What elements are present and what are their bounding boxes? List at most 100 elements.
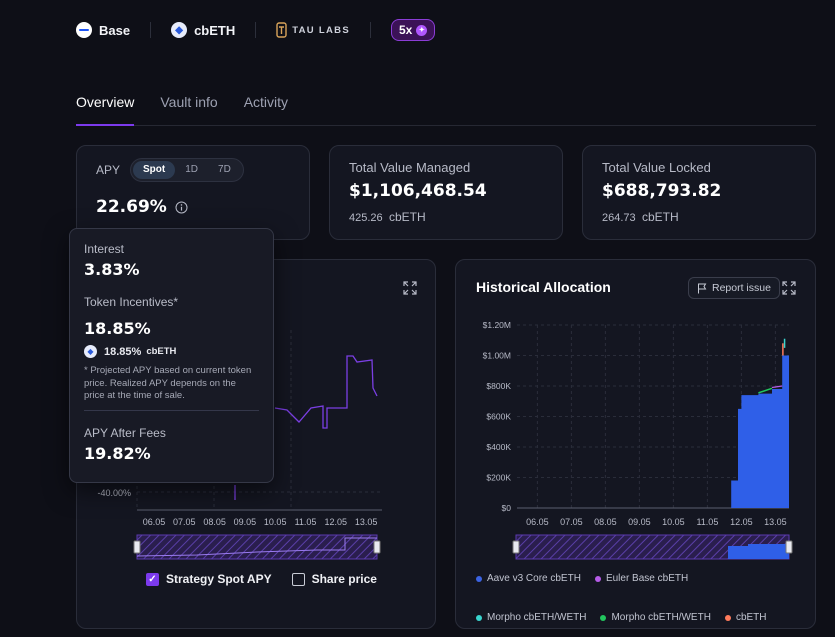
- report-issue-label: Report issue: [712, 282, 771, 294]
- tvl-unit: cbETH: [642, 210, 679, 224]
- tooltip-divider: [84, 409, 259, 411]
- incentives-value: 18.85%: [84, 319, 151, 338]
- range-handle-left[interactable]: [133, 540, 141, 554]
- x-tick-label: 13.05: [764, 517, 787, 527]
- x-tick-label: 06.05: [143, 517, 166, 527]
- series-toggles: ✓ Strategy Spot APY Share price: [146, 572, 377, 586]
- spot-apy-line: [274, 355, 378, 429]
- tvl-usd-value: $688,793.82: [602, 181, 722, 201]
- checkbox-empty-icon: [291, 572, 305, 586]
- leverage-badge[interactable]: 5x ✦: [390, 19, 436, 41]
- legend-item[interactable]: Euler Base cbETH: [594, 573, 689, 584]
- tvm-token-amount: 425.26 cbETH: [349, 210, 426, 224]
- header-divider: [255, 22, 257, 38]
- x-tick-label: 09.05: [234, 517, 257, 527]
- area-morpho-cbeth-weth: [758, 387, 773, 394]
- x-tick-label: 10.05: [662, 517, 685, 527]
- expand-icon[interactable]: [781, 280, 797, 296]
- tab-activity[interactable]: Activity: [243, 94, 289, 110]
- incentives-label: Token Incentives*: [84, 295, 179, 309]
- legend-dot: [600, 614, 607, 621]
- range-handle-right[interactable]: [785, 540, 793, 554]
- x-tick-label: 10.05: [264, 517, 287, 527]
- range-handle-right[interactable]: [373, 540, 381, 554]
- area-aave-v3-core-cbeth: [727, 355, 789, 508]
- y-tick-label: $1.00M: [483, 351, 511, 361]
- curator-logo[interactable]: TAU LABS: [276, 22, 350, 38]
- range-slider-preview: [728, 544, 789, 559]
- x-tick-label: 12.05: [325, 517, 348, 527]
- apy-after-fees-label: APY After Fees: [84, 425, 166, 440]
- network-label: Base: [99, 22, 131, 38]
- legend-item[interactable]: Aave v3 Core cbETH: [476, 573, 581, 584]
- total-value-managed-card: Total Value Managed $1,106,468.54 425.26…: [329, 145, 563, 240]
- report-issue-button[interactable]: Report issue: [688, 277, 780, 299]
- area-euler-base-cbeth: [771, 385, 783, 389]
- allocation-title: Historical Allocation: [476, 279, 611, 295]
- x-tick-label: 11.05: [295, 517, 317, 527]
- x-tick-label: 06.05: [526, 517, 549, 527]
- tau-labs-icon: [276, 22, 287, 38]
- legend-item[interactable]: cbETH: [724, 612, 767, 623]
- tvm-unit: cbETH: [389, 210, 426, 224]
- period-1d[interactable]: 1D: [185, 164, 199, 175]
- checkbox-checked-icon: ✓: [146, 572, 159, 586]
- apy-breakdown-tooltip: Interest 3.83% Token Incentives* 18.85% …: [69, 228, 274, 483]
- tab-overview[interactable]: Overview: [76, 93, 135, 126]
- header-divider: [150, 22, 152, 38]
- network-badge[interactable]: Base: [76, 22, 130, 38]
- legend-item[interactable]: Morpho cbETH/WETH: [600, 612, 711, 623]
- total-value-locked-card: Total Value Locked $688,793.82 264.73 cb…: [582, 145, 816, 240]
- expand-icon[interactable]: [402, 280, 418, 296]
- allocation-range-slider: [512, 534, 793, 560]
- x-tick-label: 07.05: [173, 517, 196, 527]
- interest-value: 3.83%: [84, 260, 140, 279]
- x-tick-label: 07.05: [560, 517, 583, 527]
- tvl-token-amount: 264.73 cbETH: [602, 210, 679, 224]
- legend-label: cbETH: [735, 612, 767, 623]
- info-icon[interactable]: [175, 201, 188, 214]
- x-tick-label: 08.05: [203, 517, 226, 527]
- allocation-legend: Aave v3 Core cbETH Euler Base cbETH Morp…: [476, 573, 806, 623]
- asset-label: cbETH: [194, 22, 236, 38]
- cbeth-icon: ◆: [84, 345, 97, 358]
- x-tick-label: 08.05: [594, 517, 617, 527]
- flag-icon: [698, 283, 707, 293]
- cbeth-icon: ◆: [171, 22, 188, 38]
- legend-dot: [594, 575, 601, 582]
- range-handle-left[interactable]: [512, 540, 520, 554]
- incentive-token-name: cbETH: [146, 346, 177, 357]
- allocation-chart-svg: $0 $200K $400K $600K $800K $1.00M $1.20M 06.05…: [483, 320, 789, 527]
- tvl-amount: 264.73: [602, 212, 636, 224]
- base-network-icon: [76, 22, 92, 38]
- period-spot[interactable]: Spot: [133, 161, 176, 179]
- incentive-token-row: ◆ 18.85% cbETH: [84, 345, 259, 358]
- y-tick-label: $800K: [486, 381, 511, 391]
- y-tick-label: $200K: [486, 473, 511, 483]
- y-tick-label: -40.00%: [97, 488, 131, 498]
- tvm-label: Total Value Managed: [349, 160, 471, 175]
- y-tick-label: $600K: [486, 412, 511, 422]
- incentive-token-value: 18.85%: [104, 345, 142, 358]
- legend-dot: [476, 575, 482, 582]
- apy-value: 22.69%: [96, 197, 167, 217]
- toggle-strategy-spot-apy[interactable]: ✓ Strategy Spot APY: [146, 572, 272, 586]
- apy-label: APY: [96, 163, 121, 177]
- apy-card: APY Spot 1D 7D 22.69%: [76, 145, 310, 240]
- vault-tabs: Overview Vault info Activity: [76, 93, 816, 126]
- legend-item[interactable]: Morpho cbETH/WETH: [476, 612, 586, 623]
- legend-label: Morpho cbETH/WETH: [611, 612, 711, 623]
- asset-badge[interactable]: ◆ cbETH: [171, 22, 235, 38]
- x-tick-label: 13.05: [355, 517, 378, 527]
- x-tick-label: 09.05: [628, 517, 651, 527]
- x-tick-label: 12.05: [730, 517, 753, 527]
- legend-label: Euler Base cbETH: [605, 573, 689, 584]
- toggle-share-price[interactable]: Share price: [291, 572, 377, 586]
- historical-allocation-card: Historical Allocation Report issue $0 $20…: [455, 259, 816, 629]
- header-divider: [369, 22, 371, 38]
- tab-vault-info[interactable]: Vault info: [160, 94, 218, 110]
- y-tick-label: $1.20M: [483, 320, 511, 330]
- x-tick-labels: 06.05 07.05 08.05 09.05 10.05 11.05 12.05 13.05: [143, 517, 378, 527]
- toggle-label: Share price: [311, 572, 377, 586]
- period-7d[interactable]: 7D: [218, 164, 231, 175]
